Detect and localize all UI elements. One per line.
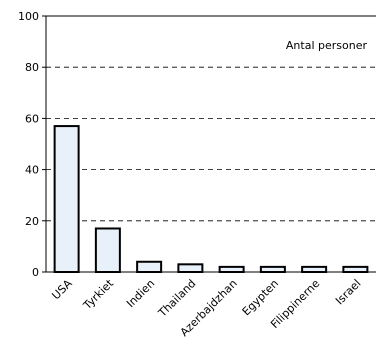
y-tick-label: 100: [18, 10, 39, 23]
legend-series-label: Antal personer: [286, 39, 368, 52]
x-category-label: Tyrkiet: [80, 276, 116, 312]
y-tick-label: 40: [25, 164, 39, 177]
y-tick-label: 20: [25, 215, 39, 228]
x-category-label: Indien: [124, 277, 157, 310]
bar-tyrkiet: [94, 227, 121, 273]
bar-indien: [136, 260, 163, 274]
x-category-label: Thailand: [155, 277, 198, 320]
bar-filippinerne: [301, 265, 328, 274]
grid-layer: [46, 66, 376, 222]
bar-egypten: [259, 265, 286, 274]
bar-azerbajdzhan: [218, 265, 245, 274]
y-tick-label: 60: [25, 112, 39, 125]
bars-layer: [53, 125, 369, 274]
x-category-label: Egypten: [240, 277, 281, 318]
x-category-label: USA: [49, 277, 75, 303]
x-category-label: Israel: [333, 277, 363, 307]
bar-thailand: [177, 263, 204, 274]
y-tick-label: 80: [25, 61, 39, 74]
bar-israel: [342, 265, 369, 274]
bar-usa: [53, 125, 80, 273]
axis-layer: [42, 15, 376, 273]
y-tick-label: 0: [32, 266, 39, 279]
